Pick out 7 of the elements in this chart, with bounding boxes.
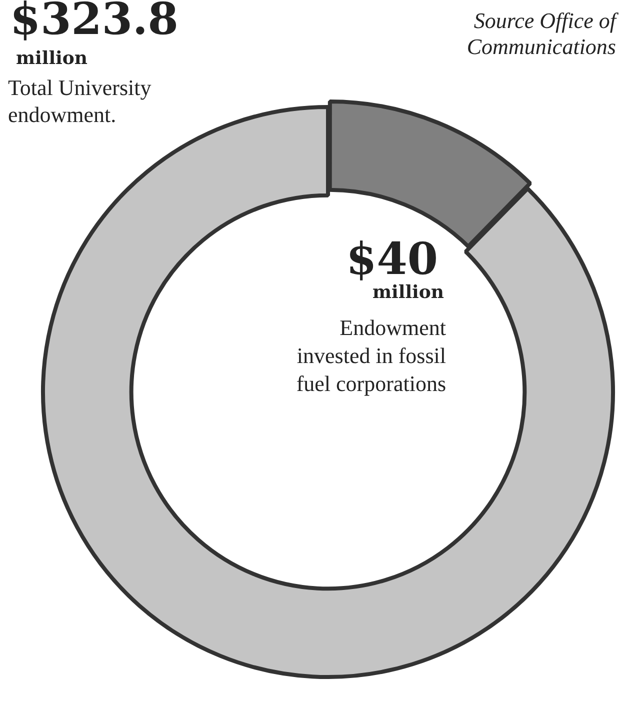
text: $40 (346, 234, 438, 285)
text: Total University endowment. (8, 74, 152, 128)
text: million (372, 282, 444, 303)
text: $323.8 (10, 0, 178, 45)
text: Endowment invested in fossil fuel corporations (295, 314, 446, 398)
source-note: Source Office of Communications (466, 8, 616, 60)
text: million (16, 48, 88, 69)
